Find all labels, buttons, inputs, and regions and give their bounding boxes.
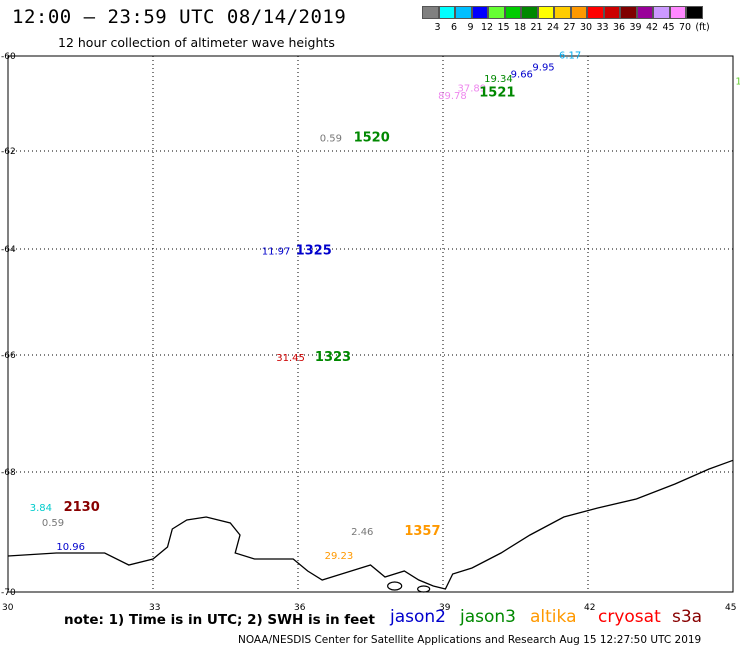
- pass-time-label: 1325: [296, 243, 332, 258]
- lat-tick-label: -68: [1, 468, 16, 478]
- legend-swatch: [669, 6, 686, 19]
- legend-swatch: [504, 6, 521, 19]
- wave-height-value: 3.84: [30, 503, 52, 514]
- legend-swatch: [587, 6, 604, 19]
- island-outline: [417, 585, 431, 593]
- wave-height-value: 6.17: [559, 50, 581, 61]
- wave-height-value: 2.46: [351, 527, 373, 538]
- pass-time-label: 2130: [64, 500, 100, 515]
- wave-height-value: 9.66: [511, 69, 533, 80]
- lat-tick-label: -64: [1, 245, 16, 255]
- satellite-s3a: s3a: [672, 607, 703, 627]
- legend-label: 6: [450, 22, 458, 33]
- lat-tick-label: -70: [1, 588, 16, 598]
- legend-label: (ft): [695, 22, 710, 33]
- satellite-cryosat: cryosat: [598, 607, 661, 627]
- lon-tick-label: 36: [294, 603, 306, 613]
- legend-swatch: [620, 6, 637, 19]
- legend-swatch: [603, 6, 620, 19]
- legend-swatch: [570, 6, 587, 19]
- legend-label: 45: [662, 22, 675, 33]
- satellite-jason2: jason2: [390, 607, 446, 627]
- legend-swatch: [438, 6, 455, 19]
- lat-tick-label: -60: [1, 52, 16, 62]
- lon-tick-label: 33: [149, 603, 160, 613]
- map-subtitle: 12 hour collection of altimeter wave hei…: [58, 35, 335, 50]
- lon-tick-label: 30: [2, 603, 14, 613]
- wave-height-value: 0.59: [42, 518, 64, 529]
- wave-height-value: 19.34: [484, 74, 513, 85]
- map-title: 12:00 – 23:59 UTC 08/14/2019: [12, 6, 347, 28]
- legend-swatch: [554, 6, 571, 19]
- wave-height-value: 1:: [735, 77, 740, 88]
- pass-time-label: 1521: [479, 85, 515, 100]
- legend-swatch: [686, 6, 703, 19]
- wave-height-value: 89.78: [438, 91, 467, 102]
- legend-swatch: [422, 6, 439, 19]
- legend-label: 39: [629, 22, 642, 33]
- legend-swatch: [455, 6, 472, 19]
- pass-time-label: 1520: [354, 131, 390, 146]
- lat-tick-label: -62: [1, 147, 16, 157]
- legend-label: 24: [546, 22, 560, 33]
- legend-swatch: [521, 6, 538, 19]
- satellite-jason3: jason3: [460, 607, 516, 627]
- wave-height-value: 9.95: [532, 62, 554, 73]
- lat-lon-grid: [8, 56, 733, 592]
- legend-label: 15: [497, 22, 510, 33]
- axis-tick-labels: 30 33 36 39 42 45 -60 -62 -64 -66 -68 -70: [1, 52, 736, 613]
- legend-label: 27: [563, 22, 576, 33]
- wave-height-value: 37.89: [458, 84, 487, 95]
- wave-height-value: 11.97: [262, 246, 291, 257]
- legend-swatch: [537, 6, 554, 19]
- legend-swatch: [488, 6, 505, 19]
- legend-label: 33: [596, 22, 609, 33]
- legend-swatch: [636, 6, 653, 19]
- wave-height-value: 10.96: [56, 542, 85, 553]
- pass-time-label: 1323: [315, 350, 351, 365]
- legend-label: 12: [480, 22, 494, 33]
- pass-time-label: 1357: [404, 524, 440, 539]
- units-note: note: 1) Time is in UTC; 2) SWH is in fe…: [64, 612, 375, 628]
- wave-height-value: 0.59: [320, 134, 342, 145]
- legend-label: 70: [678, 22, 692, 33]
- legend-label: 42: [645, 22, 659, 33]
- satellite-altika: altika: [530, 607, 577, 627]
- legend-swatch: [653, 6, 670, 19]
- lat-tick-label: -66: [1, 351, 16, 361]
- wave-height-value: 29.23: [325, 551, 354, 562]
- island-outline: [387, 581, 403, 591]
- antarctic-coastline: [7, 459, 734, 590]
- lon-tick-label: 45: [725, 603, 736, 613]
- wave-height-value: 31.45: [276, 353, 305, 364]
- legend-swatch: [471, 6, 488, 19]
- legend-label: 9: [467, 22, 474, 33]
- credit-line: NOAA/NESDIS Center for Satellite Applica…: [238, 634, 702, 646]
- map-frame: [7, 55, 734, 593]
- legend-label: 21: [530, 22, 543, 33]
- lon-tick-label: 39: [439, 603, 451, 613]
- legend-label: 30: [579, 22, 593, 33]
- legend-label: 18: [513, 22, 527, 33]
- lon-tick-label: 42: [584, 603, 595, 613]
- swh-color-legend: [422, 6, 703, 19]
- legend-label: 36: [612, 22, 626, 33]
- legend-label: 3: [434, 22, 441, 33]
